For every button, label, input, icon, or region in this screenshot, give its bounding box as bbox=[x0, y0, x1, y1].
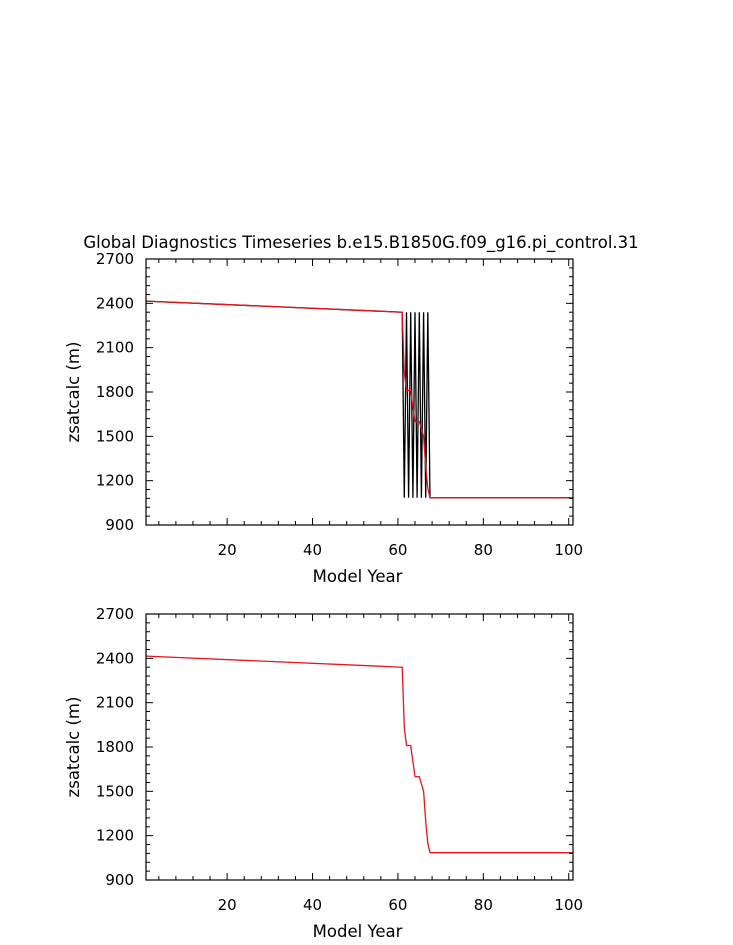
y-tick-label: 2400 bbox=[96, 649, 134, 667]
y-tick-label: 2700 bbox=[96, 605, 134, 623]
y-tick-label: 1500 bbox=[96, 782, 134, 800]
x-axis-label: Model Year bbox=[313, 567, 403, 586]
y-tick-label: 2100 bbox=[96, 339, 134, 357]
chart-panel-bottom: 20 40 60 80 100 900 1200 1500 1800 2100 2400 2700 Mo… bbox=[64, 605, 583, 941]
y-tick-label: 2100 bbox=[96, 694, 134, 712]
x-tick-label: 40 bbox=[303, 896, 322, 914]
x-tick-label: 60 bbox=[388, 896, 407, 914]
chart-panel-top: 20 40 60 80 100 900 1200 1500 1800 2100 2400 2700 Mo… bbox=[64, 250, 583, 586]
y-tick-label: 1800 bbox=[96, 738, 134, 756]
y-tick-label: 1200 bbox=[96, 827, 134, 845]
chart-title: Global Diagnostics Timeseries b.e15.B185… bbox=[83, 233, 638, 253]
series-line-annual bbox=[146, 300, 573, 499]
y-tick-label: 900 bbox=[105, 516, 134, 534]
y-axis-label: zsatcalc (m) bbox=[64, 342, 83, 443]
x-axis-label: Model Year bbox=[313, 922, 403, 941]
y-axis-label: zsatcalc (m) bbox=[64, 697, 83, 798]
y-tick-label: 1800 bbox=[96, 383, 134, 401]
x-tick-label: 100 bbox=[554, 541, 583, 559]
plot-frame bbox=[145, 613, 574, 881]
x-tick-label: 80 bbox=[474, 896, 493, 914]
y-tick-label: 2700 bbox=[96, 250, 134, 268]
x-tick-label: 80 bbox=[474, 541, 493, 559]
x-tick-label: 20 bbox=[218, 896, 237, 914]
x-tick-label: 60 bbox=[388, 541, 407, 559]
y-tick-label: 900 bbox=[105, 871, 134, 889]
y-tick-label: 1500 bbox=[96, 427, 134, 445]
x-tick-label: 20 bbox=[218, 541, 237, 559]
plot-frame bbox=[145, 258, 574, 526]
y-tick-label: 2400 bbox=[96, 294, 134, 312]
x-tick-label: 40 bbox=[303, 541, 322, 559]
series-line-running-mean bbox=[146, 300, 573, 499]
series-line-running-mean bbox=[146, 655, 573, 854]
y-tick-label: 1200 bbox=[96, 472, 134, 490]
x-tick-label: 100 bbox=[554, 896, 583, 914]
